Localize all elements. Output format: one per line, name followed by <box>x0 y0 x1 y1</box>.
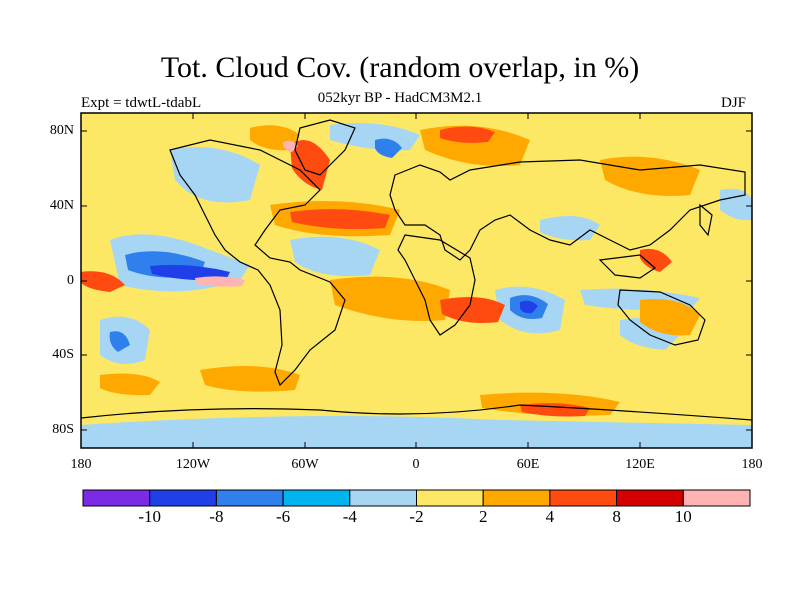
red-orange-anomalies <box>81 126 672 417</box>
model-subtitle: 052kyr BP - HadCM3M2.1 <box>317 90 483 106</box>
colorbar-swatch <box>482 489 551 507</box>
lat-label-80s: 80S <box>52 422 74 437</box>
lon-label-120e: 120E <box>625 457 655 472</box>
lat-label-40s: 40S <box>52 347 74 362</box>
colorbar-label: -2 <box>409 507 424 526</box>
colorbar-swatch <box>82 489 151 507</box>
colorbar-swatch <box>215 489 284 507</box>
colorbar-label: -10 <box>138 507 162 526</box>
lon-label-0: 0 <box>412 457 420 472</box>
colorbar-label: 2 <box>478 507 488 526</box>
lat-label-0: 0 <box>67 273 74 288</box>
colorbar-swatch <box>349 489 417 507</box>
colorbar-swatch <box>416 489 484 507</box>
anomaly-field <box>81 113 752 448</box>
colorbar-label: -6 <box>276 507 291 526</box>
colorbar-swatch <box>616 489 684 507</box>
colorbar-label: 4 <box>545 507 555 526</box>
colorbar-label: -4 <box>342 507 357 526</box>
colorbar-swatch <box>282 489 351 507</box>
lat-label-40n: 40N <box>49 198 74 213</box>
page-title: Tot. Cloud Cov. (random overlap, in %) <box>160 51 640 84</box>
coastlines <box>81 119 752 421</box>
latitude-ticks <box>81 130 752 431</box>
colorbar-label: 8 <box>612 507 621 526</box>
experiment-label: Expt = tdwtL-tdabL <box>81 95 202 111</box>
colorbar-swatch <box>149 489 217 507</box>
lon-label-60w: 60W <box>291 457 319 472</box>
lon-label-180w: 180 <box>70 457 92 472</box>
colorbar <box>82 489 751 507</box>
pink-anomalies <box>195 140 298 287</box>
colorbar-label: 10 <box>674 507 692 526</box>
colorbar-swatch <box>682 489 751 507</box>
lon-label-180e: 180 <box>741 457 763 472</box>
colorbar-label: -8 <box>209 507 224 526</box>
season-label: DJF <box>721 95 747 111</box>
lon-label-120w: 120W <box>175 457 211 472</box>
longitude-ticks <box>80 113 753 448</box>
lon-label-60e: 60E <box>516 457 540 472</box>
colorbar-swatch <box>549 489 618 507</box>
lat-label-80n: 80N <box>49 123 74 138</box>
